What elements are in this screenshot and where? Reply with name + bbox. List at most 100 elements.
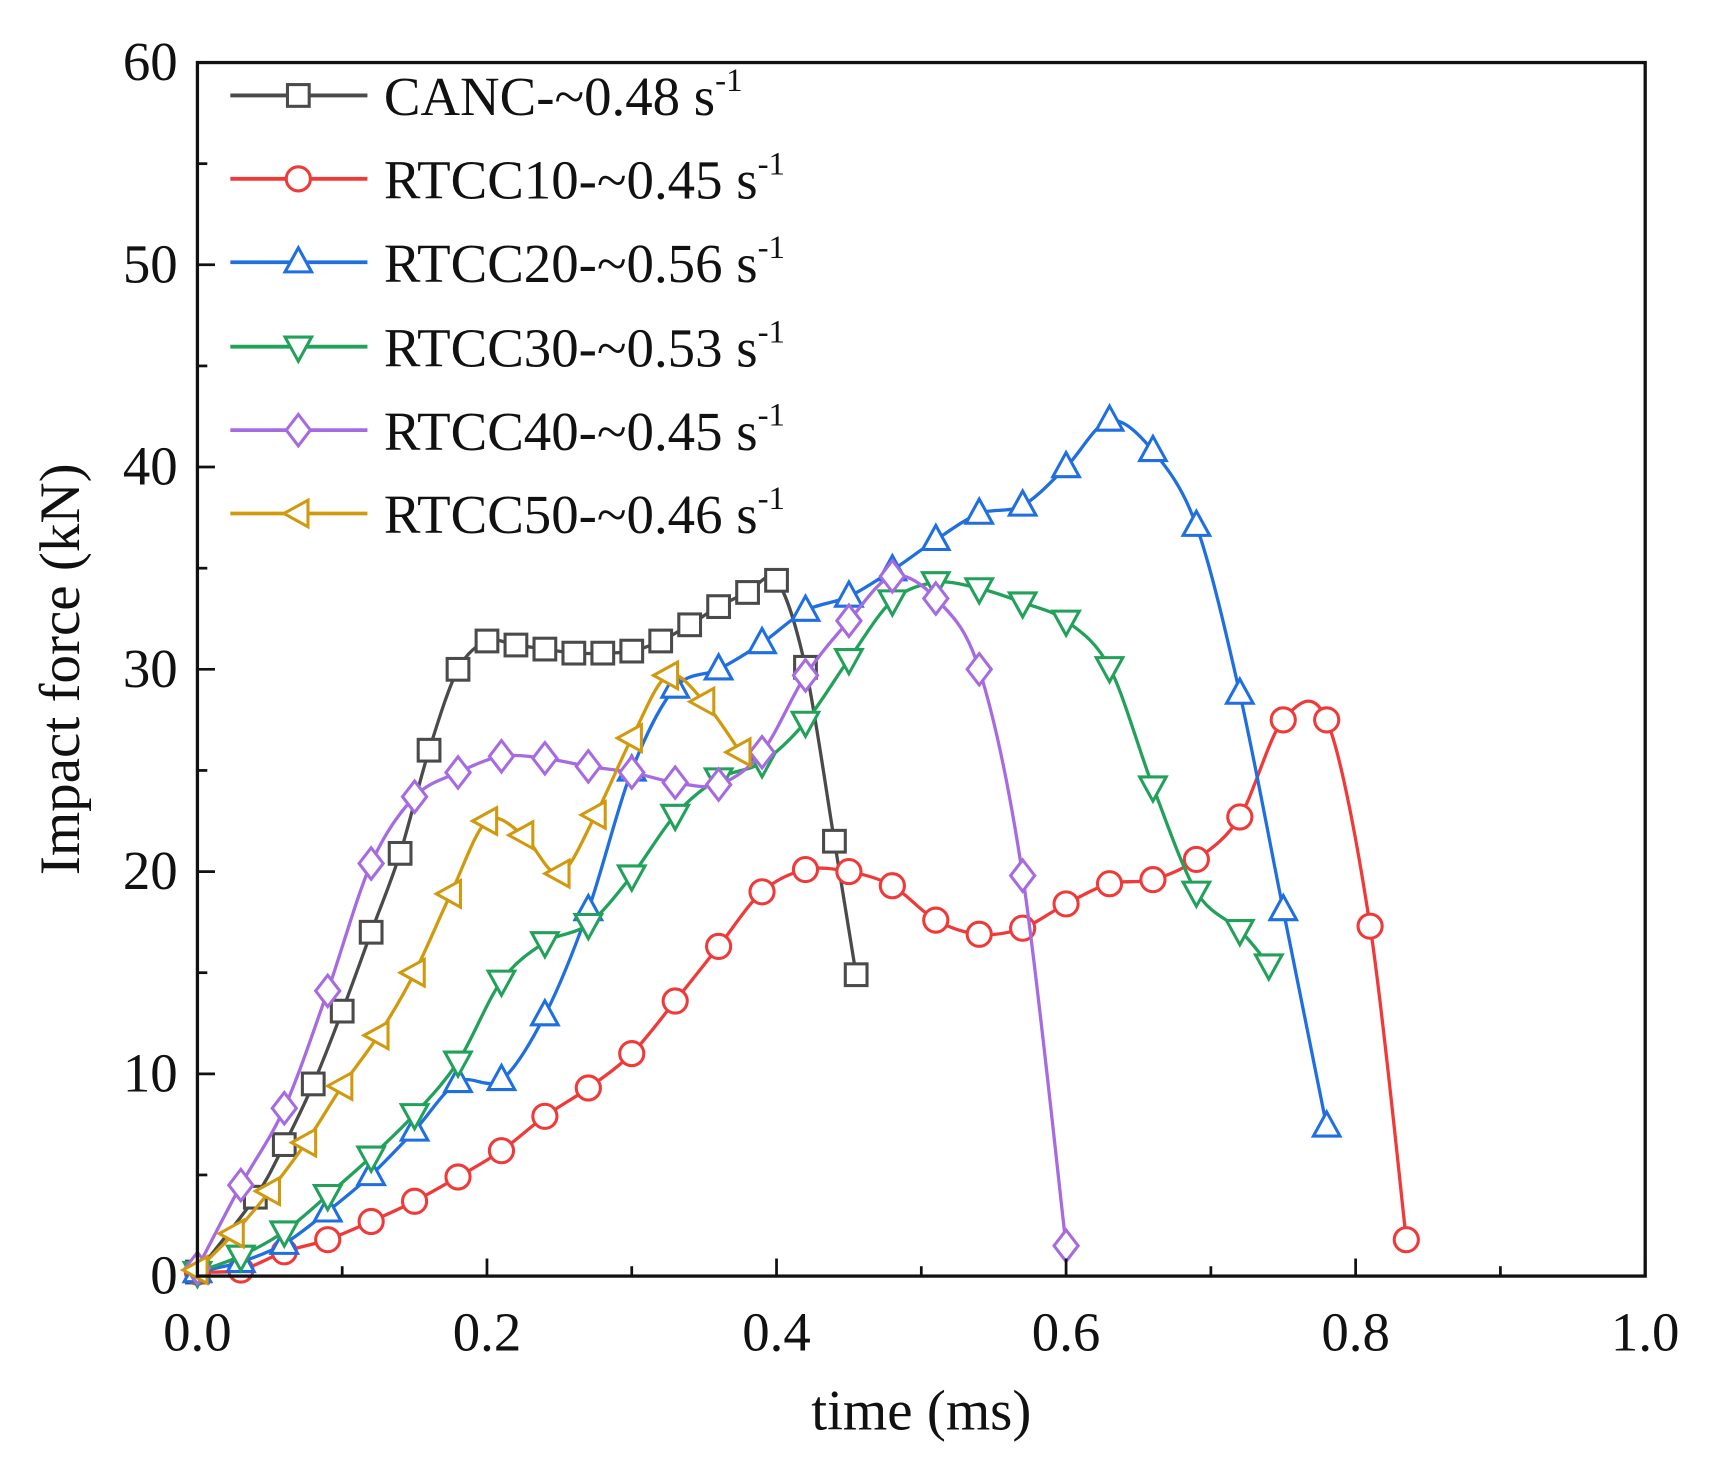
data-point [288,1126,318,1159]
data-point [445,656,471,682]
data-point [442,1050,474,1080]
legend-marker [284,165,312,193]
data-point [314,1226,342,1254]
legend-label-text: RTCC40-~0.45 s [384,401,758,462]
series-line [197,418,1329,1274]
series-line [196,580,1271,1274]
data-point [618,1039,646,1068]
data-point [617,754,646,791]
legend-label-text: RTCC50-~0.46 s [384,484,758,545]
data-point [444,1163,472,1191]
data-point [1052,890,1080,918]
data-point [360,1019,390,1052]
data-point [226,1166,255,1204]
data-point [1006,591,1039,621]
data-point [965,920,993,948]
data-point [532,636,558,662]
legend-label-text: RTCC10-~0.45 s [384,150,758,211]
series-line [196,672,742,1272]
data-point [686,685,716,718]
data-point [965,651,994,688]
data-point [1313,706,1341,734]
data-point [561,640,587,666]
data-point [577,799,607,831]
data-point [358,919,384,945]
data-point [1095,870,1124,898]
data-point [661,764,690,801]
legend-label-exponent: -1 [758,398,785,434]
series-rtcc50 [179,659,752,1286]
data-point [313,972,342,1010]
series-line [196,574,858,1274]
legend-marker [285,83,311,108]
data-point [822,828,847,854]
data-point [270,1089,299,1127]
data-point [355,1145,388,1175]
data-point [1182,845,1210,874]
data-point [706,594,732,620]
data-point [791,657,820,694]
data-point [1050,449,1082,479]
data-point [487,1137,516,1165]
data-point [1226,803,1254,831]
x-tick-label: 0.2 [453,1302,522,1363]
legend-label-exponent: -1 [758,481,785,517]
x-tick-label: 0.0 [163,1302,232,1363]
data-point [1137,775,1169,805]
data-point [252,1175,281,1208]
x-tick-label: 0.8 [1321,1302,1390,1363]
data-point [1310,1108,1343,1138]
data-point [485,1062,518,1092]
data-point [1392,1226,1420,1254]
data-point [1093,656,1126,685]
data-point [834,602,863,639]
data-point [1180,508,1213,537]
data-point [922,906,950,934]
data-point [469,805,499,837]
legend-label: RTCC40-~0.45 s-1 [384,398,785,462]
data-point [487,738,516,775]
legend-item: RTCC20-~0.56 s-1 [230,230,785,294]
data-point [590,640,616,666]
legend-label-exponent: -1 [758,230,785,266]
series-layer [179,402,1420,1290]
data-point [300,1071,326,1097]
data-point [1139,866,1167,894]
data-point [963,577,996,607]
data-point [833,648,865,677]
y-tick-label: 60 [123,31,178,92]
y-axis-label: Impact force (kN) [29,463,92,875]
data-point [619,638,645,664]
data-point [444,754,473,791]
legend-label: RTCC50-~0.46 s-1 [384,481,785,545]
x-tick-label: 0.6 [1032,1302,1101,1363]
data-point [485,969,518,999]
data-point [1137,433,1169,463]
data-point [396,956,426,989]
data-point [541,857,571,890]
legend-marker [284,411,313,449]
data-point [789,592,822,622]
data-point [442,1064,474,1094]
data-point [1252,953,1285,983]
data-point [529,997,561,1027]
y-tick-label: 50 [123,233,178,294]
data-point [835,857,863,886]
legend-label: RTCC20-~0.56 s-1 [384,230,785,294]
data-point [400,1187,429,1215]
legend-marker [282,335,315,365]
data-point [357,845,386,882]
y-tick-label: 20 [123,840,178,901]
data-point [878,872,906,900]
legend-marker [282,244,315,274]
data-point [748,734,777,771]
data-point [748,878,776,906]
x-axis-label: time (ms) [811,1380,1031,1443]
data-point [705,932,733,961]
data-point [1267,892,1300,922]
data-point [574,1074,602,1102]
data-point [416,737,442,763]
data-point [722,736,752,769]
legend-item: CANC-~0.48 s-1 [230,63,743,127]
